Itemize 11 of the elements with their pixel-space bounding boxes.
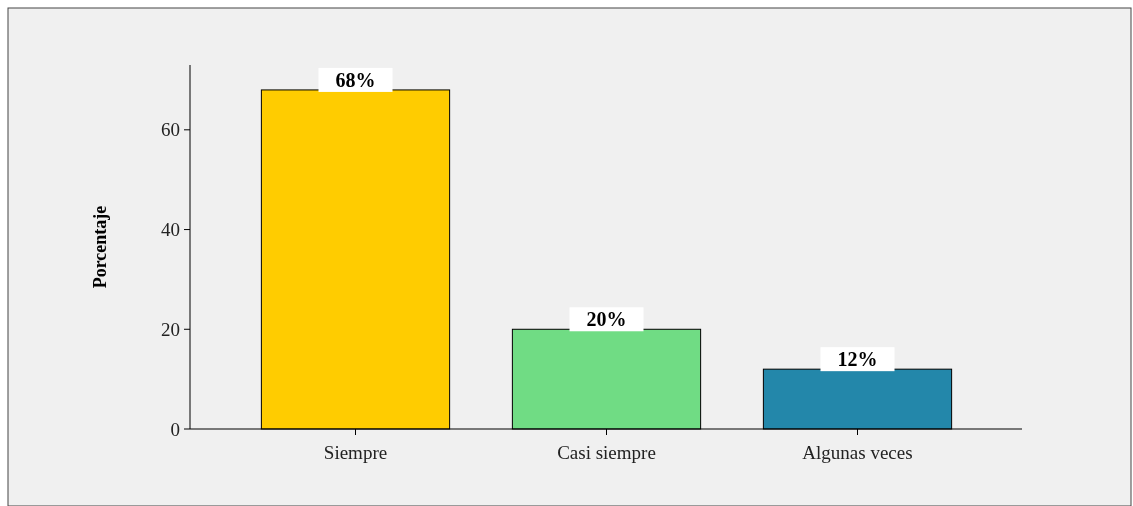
data-label: 68% (335, 68, 376, 91)
data-label: 12% (837, 348, 878, 371)
y-tick-label: 20 (161, 318, 180, 340)
data-label: 20% (586, 308, 627, 331)
x-tick-label: Siempre (323, 442, 388, 463)
y-tick-label: 0 (170, 418, 180, 440)
x-tick-label: Casi siempre (557, 442, 656, 463)
y-axis-title: Porcentaje (90, 205, 110, 289)
x-tick-label: Algunas veces (802, 442, 913, 463)
y-tick-label: 40 (161, 219, 180, 241)
y-tick-label: 60 (161, 119, 180, 141)
